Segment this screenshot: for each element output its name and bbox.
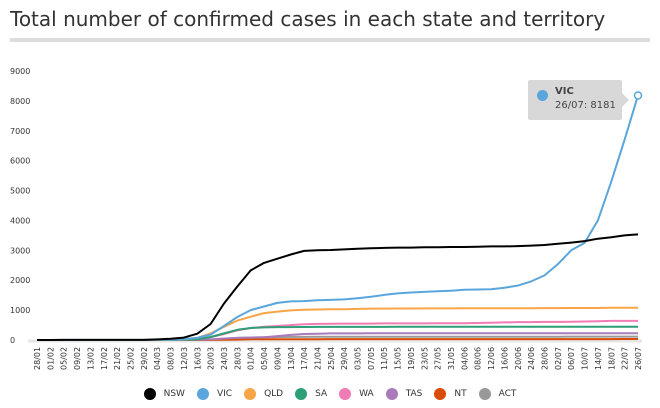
x-tick-label: 11/05 xyxy=(380,347,389,370)
x-tick-label: 22/07 xyxy=(621,347,630,370)
x-tick-label: 09/02 xyxy=(73,347,82,370)
x-tick-label: 14/07 xyxy=(594,347,603,370)
x-tick-label: 08/03 xyxy=(167,347,176,370)
legend-marker xyxy=(385,388,398,400)
legend-label: ACT xyxy=(498,389,517,399)
legend-label: SA xyxy=(315,389,328,399)
x-tick-label: 25/04 xyxy=(327,347,336,370)
x-tick-label: 13/04 xyxy=(287,347,296,370)
legend-item-nsw[interactable]: NSW xyxy=(143,388,185,400)
y-tick-label: 1000 xyxy=(10,306,30,315)
title-divider xyxy=(10,38,650,42)
series-line-vic xyxy=(37,95,639,341)
x-tick-label: 28/06 xyxy=(541,347,550,370)
x-tick-label: 25/02 xyxy=(126,347,135,370)
y-tick-label: 7000 xyxy=(10,127,30,136)
legend-marker xyxy=(196,388,209,400)
x-tick-label: 01/04 xyxy=(247,347,256,370)
legend-label: NT xyxy=(454,389,467,399)
y-tick-label: 3000 xyxy=(10,246,30,255)
x-tick-label: 04/06 xyxy=(460,347,469,370)
x-tick-label: 28/01 xyxy=(33,347,42,370)
y-tick-label: 6000 xyxy=(10,157,30,166)
x-tick-label: 27/05 xyxy=(434,347,443,370)
x-tick-label: 29/04 xyxy=(340,347,349,370)
tooltip-value: 26/07: 8181 xyxy=(555,100,616,111)
legend-item-qld[interactable]: QLD xyxy=(244,388,283,400)
x-tick-label: 29/02 xyxy=(140,347,149,370)
legend-item-act[interactable]: ACT xyxy=(478,388,517,400)
legend-marker xyxy=(434,388,447,400)
legend-marker xyxy=(244,388,257,400)
y-tick-label: 9000 xyxy=(10,67,30,76)
legend-marker xyxy=(339,388,352,400)
y-tick-label: 0 xyxy=(10,336,15,345)
legend-label: QLD xyxy=(264,389,284,399)
highlighted-point xyxy=(633,91,643,100)
x-tick-label: 12/03 xyxy=(180,347,189,370)
legend-item-wa[interactable]: WA xyxy=(339,388,374,400)
legend-marker xyxy=(295,388,308,400)
x-tick-label: 24/03 xyxy=(220,347,229,370)
x-tick-label: 01/02 xyxy=(46,347,55,370)
legend-label: WA xyxy=(359,389,374,399)
tooltip: VIC 26/07: 8181 xyxy=(528,80,629,120)
x-tick-label: 21/04 xyxy=(313,347,322,370)
x-tick-label: 13/02 xyxy=(86,347,95,370)
y-tick-label: 4000 xyxy=(10,216,30,225)
x-tick-label: 08/06 xyxy=(474,347,483,370)
x-tick-label: 09/04 xyxy=(273,347,282,370)
x-tick-label: 20/06 xyxy=(514,347,523,370)
series-line-nsw xyxy=(37,233,639,341)
x-tick-label: 03/05 xyxy=(354,347,363,370)
legend-item-sa[interactable]: SA xyxy=(295,388,327,400)
x-tick-label: 10/07 xyxy=(581,347,590,370)
y-tick-label: 8000 xyxy=(10,97,30,106)
x-tick-label: 17/02 xyxy=(100,347,109,370)
x-tick-label: 31/05 xyxy=(447,347,456,370)
tooltip-series: VIC xyxy=(555,86,574,97)
legend-label: VIC xyxy=(216,389,233,399)
x-tick-label: 28/03 xyxy=(233,347,242,370)
x-tick-label: 19/05 xyxy=(407,347,416,370)
x-tick-label: 16/03 xyxy=(193,347,202,370)
x-tick-label: 17/04 xyxy=(300,347,309,370)
x-tick-label: 24/06 xyxy=(527,347,536,370)
legend-item-vic[interactable]: VIC xyxy=(196,388,233,400)
legend-label: TAS xyxy=(405,389,423,399)
x-tick-label: 02/07 xyxy=(554,347,563,370)
legend: NSW VIC QLD SA WA TAS NT ACT xyxy=(0,388,660,400)
x-tick-label: 16/06 xyxy=(500,347,509,370)
legend-item-nt[interactable]: NT xyxy=(434,388,467,400)
legend-marker xyxy=(478,388,491,400)
x-tick-label: 15/05 xyxy=(394,347,403,370)
x-tick-label: 12/06 xyxy=(487,347,496,370)
x-tick-label: 05/04 xyxy=(260,347,269,370)
x-tick-label: 20/03 xyxy=(207,347,216,370)
x-tick-label: 21/02 xyxy=(113,347,122,370)
x-tick-label: 23/05 xyxy=(420,347,429,370)
x-tick-label: 04/03 xyxy=(153,347,162,370)
chart-title: Total number of confirmed cases in each … xyxy=(10,7,606,31)
legend-item-tas[interactable]: TAS xyxy=(385,388,423,400)
tooltip-series-dot xyxy=(537,90,548,101)
x-tick-label: 26/07 xyxy=(634,347,643,370)
y-tick-label: 5000 xyxy=(10,187,30,196)
x-tick-label: 05/02 xyxy=(60,347,69,370)
x-tick-label: 07/05 xyxy=(367,347,376,370)
legend-label: NSW xyxy=(163,389,185,399)
x-tick-label: 18/07 xyxy=(607,347,616,370)
y-tick-label: 2000 xyxy=(10,276,30,285)
x-tick-label: 06/07 xyxy=(567,347,576,370)
legend-marker xyxy=(143,388,156,400)
